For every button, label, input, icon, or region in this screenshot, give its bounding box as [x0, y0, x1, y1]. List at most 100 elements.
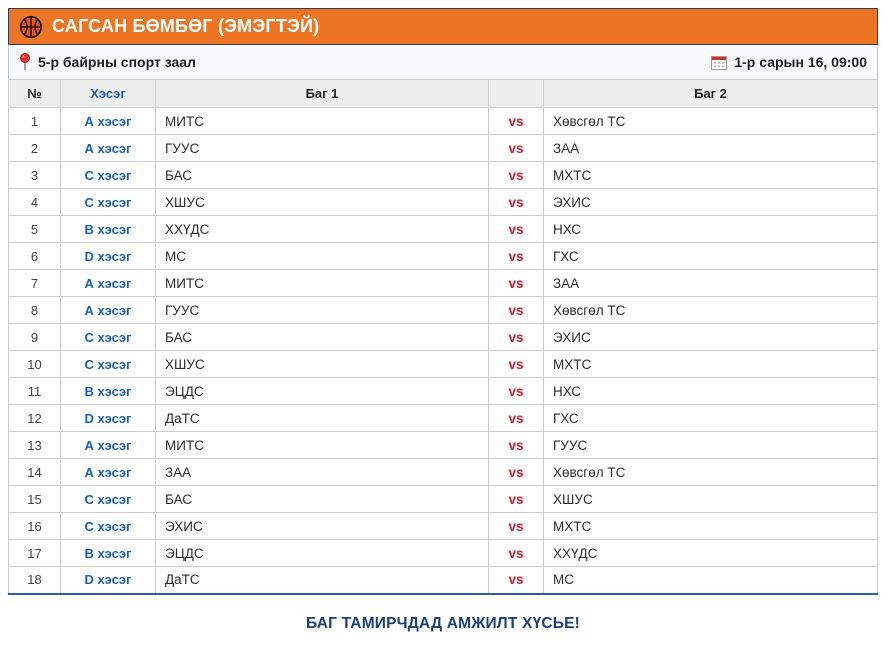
match-row: 18 D хэсэг ДаТС vs МС — [8, 566, 878, 594]
group-cell: С хэсэг — [60, 350, 156, 378]
team1-cell: ДаТС — [155, 566, 489, 594]
match-no-cell: 4 — [8, 188, 61, 216]
vs-label: vs — [488, 431, 544, 459]
match-row: 11 В хэсэг ЭЦДС vs НХС — [8, 377, 878, 405]
team2-cell: МС — [543, 566, 878, 594]
match-no-cell: 14 — [8, 458, 61, 486]
team2-cell: МХТС — [543, 161, 878, 189]
match-no-cell: 8 — [8, 296, 61, 324]
info-bar: 5-р байрны спорт заал 1-р сарын 16, 09:0… — [8, 45, 878, 79]
team1-cell: ХШУС — [155, 188, 489, 216]
vs-label: vs — [488, 377, 544, 405]
group-cell: D хэсэг — [60, 242, 156, 270]
match-row: 17 В хэсэг ЭЦДС vs ХХҮДС — [8, 539, 878, 567]
team2-cell: Хөвсгөл ТС — [543, 296, 878, 324]
vs-label: vs — [488, 188, 544, 216]
column-header-group: Хэсэг — [60, 79, 156, 108]
group-cell: D хэсэг — [60, 566, 156, 594]
team2-cell: ХШУС — [543, 485, 878, 513]
team2-cell: НХС — [543, 215, 878, 243]
group-cell: С хэсэг — [60, 323, 156, 351]
basketball-icon — [19, 15, 43, 39]
match-row: 14 А хэсэг ЗАА vs Хөвсгөл ТС — [8, 458, 878, 486]
vs-label: vs — [488, 566, 544, 594]
team2-cell: Хөвсгөл ТС — [543, 458, 878, 486]
team1-cell: МИТС — [155, 431, 489, 459]
team2-cell: ХХҮДС — [543, 539, 878, 567]
match-no-cell: 17 — [8, 539, 61, 567]
match-no-cell: 6 — [8, 242, 61, 270]
group-cell: С хэсэг — [60, 485, 156, 513]
vs-label: vs — [488, 350, 544, 378]
group-cell: А хэсэг — [60, 431, 156, 459]
vs-label: vs — [488, 323, 544, 351]
match-no-cell: 18 — [8, 566, 61, 594]
team1-cell: ГУУС — [155, 296, 489, 324]
vs-label: vs — [488, 404, 544, 432]
team1-cell: ЭЦДС — [155, 539, 489, 567]
team1-cell: ЗАА — [155, 458, 489, 486]
calendar-icon — [711, 55, 728, 70]
team1-cell: ДаТС — [155, 404, 489, 432]
group-cell: А хэсэг — [60, 269, 156, 297]
team1-cell: БАС — [155, 485, 489, 513]
vs-label: vs — [488, 215, 544, 243]
team1-cell: МИТС — [155, 107, 489, 135]
table-header-row: № Хэсэг Баг 1 Баг 2 — [8, 79, 878, 108]
team1-cell: МС — [155, 242, 489, 270]
match-no-cell: 3 — [8, 161, 61, 189]
vs-label: vs — [488, 107, 544, 135]
datetime-label: 1-р сарын 16, 09:00 — [734, 54, 867, 70]
team2-cell: Хөвсгөл ТС — [543, 107, 878, 135]
team2-cell: МХТС — [543, 350, 878, 378]
match-no-cell: 2 — [8, 134, 61, 162]
footer-message: БАГ ТАМИРЧДАД АМЖИЛТ ХҮСЬЕ! — [305, 614, 581, 632]
match-row: 16 С хэсэг ЭХИС vs МХТС — [8, 512, 878, 540]
vs-label: vs — [488, 269, 544, 297]
vs-label: vs — [488, 134, 544, 162]
team2-cell: ЗАА — [543, 134, 878, 162]
vs-label: vs — [488, 296, 544, 324]
match-no-cell: 5 — [8, 215, 61, 243]
match-row: 10 С хэсэг ХШУС vs МХТС — [8, 350, 878, 378]
group-cell: D хэсэг — [60, 404, 156, 432]
team1-cell: ХШУС — [155, 350, 489, 378]
column-header-team1: Баг 1 — [155, 79, 489, 108]
vs-label: vs — [488, 485, 544, 513]
pushpin-icon — [19, 53, 31, 71]
match-row: 12 D хэсэг ДаТС vs ГХС — [8, 404, 878, 432]
group-cell: А хэсэг — [60, 296, 156, 324]
team1-cell: ЭХИС — [155, 512, 489, 540]
group-cell: В хэсэг — [60, 215, 156, 243]
team2-cell: ГХС — [543, 242, 878, 270]
group-cell: А хэсэг — [60, 134, 156, 162]
team1-cell: ГУУС — [155, 134, 489, 162]
team1-cell: БАС — [155, 161, 489, 189]
match-no-cell: 1 — [8, 107, 61, 135]
datetime-info: 1-р сарын 16, 09:00 — [711, 54, 867, 70]
team2-cell: ГХС — [543, 404, 878, 432]
team2-cell: ЭХИС — [543, 323, 878, 351]
group-cell: В хэсэг — [60, 377, 156, 405]
match-no-cell: 9 — [8, 323, 61, 351]
team2-cell: ГУУС — [543, 431, 878, 459]
match-row: 15 С хэсэг БАС vs ХШУС — [8, 485, 878, 513]
venue-info: 5-р байрны спорт заал — [19, 53, 196, 71]
team1-cell: МИТС — [155, 269, 489, 297]
vs-label: vs — [488, 458, 544, 486]
match-row: 13 А хэсэг МИТС vs ГУУС — [8, 431, 878, 459]
team2-cell: МХТС — [543, 512, 878, 540]
match-no-cell: 12 — [8, 404, 61, 432]
vs-label: vs — [488, 539, 544, 567]
team2-cell: ЗАА — [543, 269, 878, 297]
match-no-cell: 13 — [8, 431, 61, 459]
match-no-cell: 7 — [8, 269, 61, 297]
vs-label: vs — [488, 512, 544, 540]
